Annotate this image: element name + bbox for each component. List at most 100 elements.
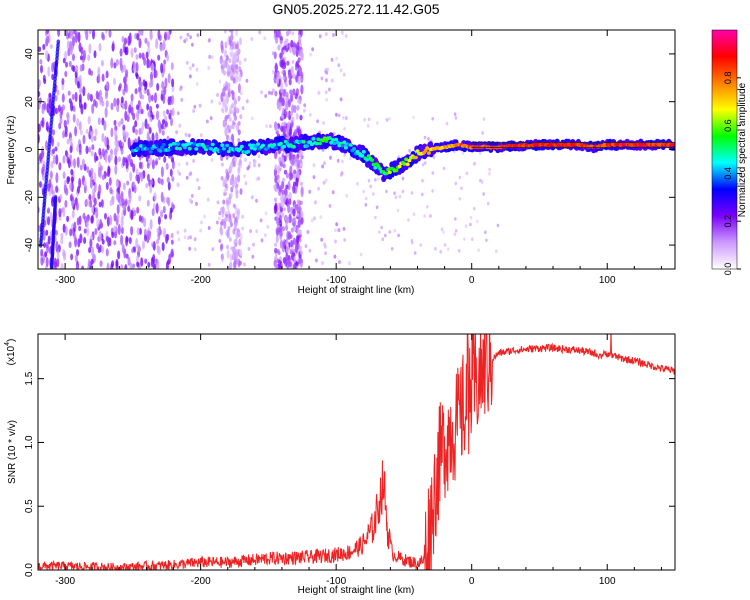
spectral-cell <box>454 217 457 221</box>
spectral-cell <box>39 59 43 65</box>
spectral-cell <box>283 56 287 61</box>
spectral-cell <box>381 237 385 242</box>
spectral-cell <box>316 119 319 124</box>
spectral-cell <box>58 162 62 171</box>
spectral-cell <box>237 95 241 102</box>
spectral-cell <box>203 214 206 219</box>
spectral-cell <box>337 228 341 233</box>
spectral-cell <box>121 244 125 254</box>
ridge-core <box>301 139 306 144</box>
spectral-cell <box>118 121 121 127</box>
spectral-cell <box>67 158 71 169</box>
spectral-cell <box>257 154 261 159</box>
spectral-cell <box>76 80 80 89</box>
spectral-cell <box>86 166 90 173</box>
spectral-cell <box>133 209 137 217</box>
spectral-cell <box>225 54 229 61</box>
spectral-cell <box>349 156 352 161</box>
spectral-cell <box>362 189 365 194</box>
colorbar-tick-label: 0.8 <box>723 72 733 85</box>
spectral-cell <box>322 180 326 185</box>
spectral-cell <box>199 228 203 233</box>
spectral-cell <box>239 232 243 242</box>
spectral-cell <box>207 226 211 230</box>
ridge-core <box>317 141 322 146</box>
x-tick-label: -100 <box>326 576 346 587</box>
spectral-cell <box>423 214 426 218</box>
spectral-cell <box>83 179 87 187</box>
spectral-cell <box>38 79 41 88</box>
spectral-cell <box>42 43 46 51</box>
spectral-cell <box>91 246 95 257</box>
spectral-cell <box>235 55 239 60</box>
spectral-cell <box>298 41 302 48</box>
spectral-cell <box>56 257 60 268</box>
spectral-cell <box>162 110 166 117</box>
spectral-cell <box>407 218 410 222</box>
snr-y-label: SNR (10 * v/v) <box>7 420 18 484</box>
spectral-cell <box>292 237 296 246</box>
spectral-cell <box>74 76 78 86</box>
spectral-cell <box>132 263 136 269</box>
spectral-cell <box>76 144 80 153</box>
spectral-cell <box>113 62 117 69</box>
spectral-cell <box>220 40 224 51</box>
spectral-cell <box>264 94 268 98</box>
spectral-cell <box>90 258 94 265</box>
ridge-core <box>239 144 244 149</box>
spectral-cell <box>229 163 233 174</box>
spectral-cell <box>78 121 82 132</box>
spectral-cell <box>166 109 170 115</box>
spectral-cell <box>476 219 479 224</box>
spectral-cell <box>58 208 62 218</box>
spectral-cell <box>300 251 303 255</box>
spectral-cell <box>249 229 252 234</box>
spectral-cell <box>283 169 288 175</box>
spectral-cell <box>169 168 173 177</box>
spectral-cell <box>235 70 239 75</box>
spectral-cell <box>228 237 232 242</box>
spectral-cell <box>72 35 76 47</box>
spectral-cell <box>120 234 124 246</box>
spectral-cell <box>53 194 58 200</box>
spectral-cell <box>299 200 303 205</box>
spectral-cell <box>298 65 302 76</box>
spectral-cell <box>275 263 279 269</box>
spectral-cell <box>273 184 276 189</box>
spectral-cell <box>196 177 199 182</box>
spectral-cell <box>384 233 387 238</box>
ridge-core <box>309 142 314 146</box>
spectral-cell <box>460 186 463 191</box>
spectral-cell <box>192 109 196 113</box>
spectral-cell <box>290 227 294 233</box>
spectral-cell <box>283 108 287 119</box>
ridge-core <box>256 142 261 146</box>
spectral-cell <box>104 30 108 34</box>
ridge-core <box>210 142 215 147</box>
spectral-cell <box>100 199 104 208</box>
spectral-cell <box>149 219 153 230</box>
spectral-cell <box>488 171 491 176</box>
spectral-cell <box>235 183 239 188</box>
spectral-cell <box>244 181 248 186</box>
snr-line <box>38 334 675 570</box>
spectral-cell <box>124 73 128 84</box>
spectral-cell <box>126 180 130 186</box>
ridge-core <box>425 146 430 150</box>
spectral-cell <box>72 113 76 123</box>
spectral-cell <box>75 264 79 269</box>
spectral-cell <box>78 178 82 189</box>
spectral-cell <box>298 34 302 44</box>
spectral-cell <box>279 219 283 227</box>
spectral-cell <box>222 199 226 205</box>
spectral-cell <box>237 138 241 143</box>
ridge-core <box>160 145 165 150</box>
spectral-cell <box>125 253 129 259</box>
spectral-cell <box>454 181 458 186</box>
spectral-cell <box>273 204 278 215</box>
ridge-core <box>324 139 329 143</box>
spectral-cell <box>115 58 119 66</box>
ridge-core <box>174 146 179 150</box>
spectral-cell <box>152 242 156 250</box>
ridge-core <box>142 144 147 148</box>
